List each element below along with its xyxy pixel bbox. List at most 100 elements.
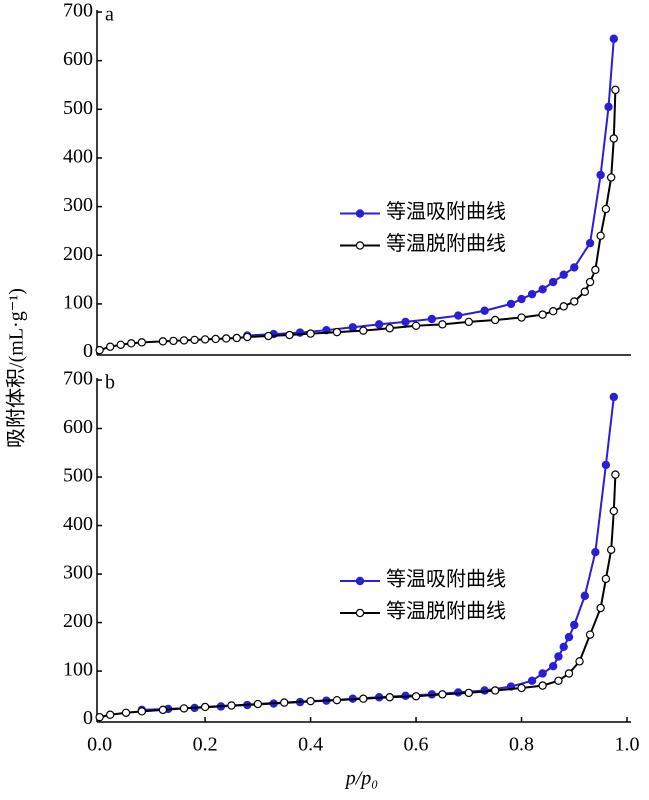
x-tick-label: 1.0 [615, 734, 640, 756]
data-point [517, 313, 526, 322]
data-point [606, 545, 616, 554]
data-point [490, 686, 500, 695]
y-axis-label: 吸附体积/(mL·g⁻¹) [5, 288, 28, 448]
data-point [95, 345, 104, 355]
series-line [99, 474, 617, 719]
data-point [211, 334, 220, 344]
data-point [601, 574, 611, 584]
y-tick-label: 600 [63, 416, 93, 438]
y-tick-label: 100 [63, 659, 93, 681]
data-point [95, 712, 104, 722]
data-point [200, 702, 210, 712]
data-point [480, 306, 489, 315]
data-point [359, 694, 368, 703]
data-point [454, 311, 463, 320]
y-tick-label: 500 [63, 465, 93, 487]
data-point [253, 699, 263, 709]
data-point [359, 326, 368, 335]
data-point [554, 652, 563, 661]
data-point [570, 620, 579, 630]
data-point [538, 285, 547, 294]
series-line [247, 38, 615, 337]
data-point [559, 302, 568, 311]
y-tick-label: 400 [63, 146, 93, 168]
data-point [280, 698, 289, 707]
data-point [596, 231, 605, 241]
data-point [401, 317, 410, 327]
y-tick-label: 700 [63, 0, 93, 22]
legend-label: 等温脱附曲线 [386, 232, 506, 255]
data-point [609, 392, 619, 402]
data-point [538, 681, 547, 690]
data-point [538, 669, 547, 678]
data-point [490, 315, 500, 325]
y-tick-label: 500 [63, 97, 93, 119]
data-point [517, 294, 526, 304]
data-point [611, 470, 620, 479]
data-point [580, 591, 590, 601]
data-point [601, 460, 611, 470]
panel-label: a [105, 4, 114, 26]
x-tick-label: 0.4 [298, 734, 323, 756]
data-point [585, 238, 595, 248]
data-point [564, 669, 574, 678]
data-point [585, 630, 595, 639]
data-point [243, 332, 252, 342]
data-point [548, 307, 558, 316]
legend-marker [355, 576, 365, 586]
x-axis-label: p/p₀ [344, 768, 379, 790]
panel-label: b [105, 372, 115, 394]
data-point [348, 323, 357, 332]
x-tick-label: 0.8 [509, 734, 534, 756]
y-tick-label: 200 [63, 243, 93, 265]
y-tick-label: 0 [83, 707, 93, 729]
data-point [580, 287, 590, 296]
data-point [332, 327, 342, 337]
data-point [385, 324, 394, 333]
data-point [591, 265, 600, 275]
data-point [538, 310, 547, 319]
y-tick-label: 0 [83, 340, 93, 362]
y-tick-label: 600 [63, 48, 93, 70]
data-point [179, 704, 189, 713]
legend-marker [355, 608, 365, 618]
data-point [570, 263, 579, 272]
data-point [506, 299, 516, 309]
data-point [609, 506, 619, 516]
data-point [591, 548, 600, 557]
series-line [99, 89, 617, 352]
legend-label: 等温吸附曲线 [386, 200, 506, 223]
data-point [385, 693, 394, 702]
data-point [105, 342, 115, 351]
legend-label: 等温脱附曲线 [386, 600, 506, 623]
data-point [438, 320, 447, 329]
data-point [554, 676, 563, 685]
data-point [127, 339, 136, 348]
data-point [200, 335, 210, 344]
data-point [222, 334, 231, 343]
data-point [306, 696, 315, 706]
data-point [179, 336, 189, 345]
x-tick-label: 0.2 [193, 734, 218, 756]
y-tick-label: 300 [63, 562, 93, 584]
data-point [564, 632, 574, 642]
data-point [527, 289, 537, 299]
data-point [427, 314, 437, 324]
data-point [411, 692, 421, 701]
data-point [596, 170, 605, 180]
data-point [374, 320, 384, 329]
data-point [137, 707, 147, 716]
data-point [411, 321, 421, 331]
data-point [169, 336, 178, 346]
data-point [548, 662, 558, 671]
data-point [609, 134, 619, 143]
data-point [121, 708, 131, 717]
x-tick-label: 0.6 [404, 734, 429, 756]
data-point [306, 329, 315, 338]
data-point [606, 173, 616, 182]
data-point [527, 676, 537, 685]
data-point [116, 340, 125, 349]
y-tick-label: 700 [63, 368, 93, 390]
y-tick-label: 200 [63, 610, 93, 632]
